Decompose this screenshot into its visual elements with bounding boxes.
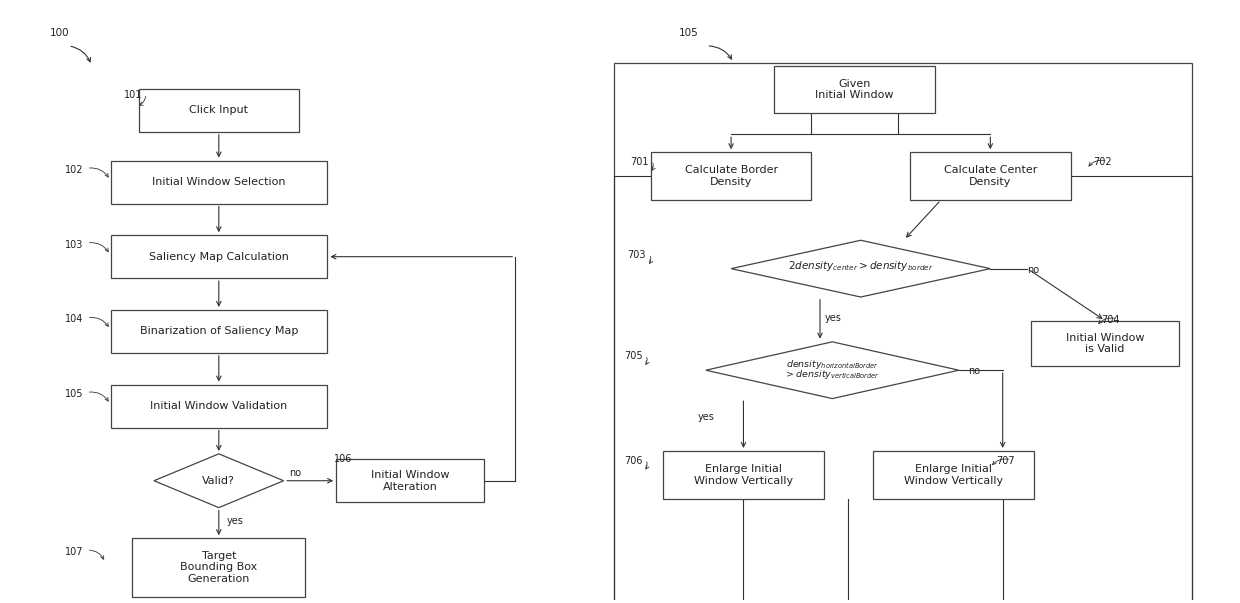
Text: Enlarge Initial
Window Vertically: Enlarge Initial Window Vertically <box>904 464 1003 485</box>
Text: Click Input: Click Input <box>190 106 248 115</box>
Text: yes: yes <box>825 312 842 323</box>
Text: 701: 701 <box>630 157 649 167</box>
FancyBboxPatch shape <box>110 235 327 278</box>
FancyBboxPatch shape <box>1032 321 1179 366</box>
FancyBboxPatch shape <box>110 385 327 428</box>
Text: Target
Bounding Box
Generation: Target Bounding Box Generation <box>180 551 258 584</box>
Polygon shape <box>706 342 959 399</box>
Text: Initial Window Validation: Initial Window Validation <box>150 401 288 411</box>
Polygon shape <box>154 454 284 508</box>
Text: Calculate Center
Density: Calculate Center Density <box>944 165 1037 187</box>
Text: $> density_{verticalBorder}$: $> density_{verticalBorder}$ <box>785 368 880 381</box>
Text: no: no <box>968 367 981 376</box>
Text: 106: 106 <box>334 453 352 464</box>
Text: 706: 706 <box>624 456 642 466</box>
Text: 107: 107 <box>64 547 83 557</box>
Text: 105: 105 <box>680 28 699 37</box>
Polygon shape <box>732 240 991 297</box>
FancyBboxPatch shape <box>110 310 327 353</box>
Text: 704: 704 <box>1101 315 1120 325</box>
Text: 105: 105 <box>64 389 83 399</box>
FancyBboxPatch shape <box>910 152 1070 200</box>
Text: 703: 703 <box>627 250 646 260</box>
FancyBboxPatch shape <box>133 538 305 596</box>
FancyBboxPatch shape <box>663 451 823 499</box>
Text: Calculate Border
Density: Calculate Border Density <box>684 165 777 187</box>
Text: Valid?: Valid? <box>202 476 236 486</box>
FancyBboxPatch shape <box>873 451 1033 499</box>
Text: $2density_{center} > density_{border}$: $2density_{center} > density_{border}$ <box>787 259 934 273</box>
Text: 100: 100 <box>50 28 69 37</box>
Text: Enlarge Initial
Window Vertically: Enlarge Initial Window Vertically <box>694 464 794 485</box>
Text: no: no <box>1028 265 1039 275</box>
FancyBboxPatch shape <box>139 89 299 132</box>
Text: Initial Window
is Valid: Initial Window is Valid <box>1066 332 1145 354</box>
Text: yes: yes <box>226 516 243 526</box>
Text: 101: 101 <box>124 90 143 100</box>
Text: 705: 705 <box>624 352 642 361</box>
Text: Given
Initial Window: Given Initial Window <box>815 78 894 100</box>
Text: 702: 702 <box>1092 157 1111 167</box>
FancyBboxPatch shape <box>110 160 327 204</box>
Text: $density_{horizontalBorder}$: $density_{horizontalBorder}$ <box>786 358 879 371</box>
Text: 104: 104 <box>64 314 83 324</box>
Text: 707: 707 <box>997 456 1016 466</box>
Text: 103: 103 <box>64 240 83 250</box>
Text: Saliency Map Calculation: Saliency Map Calculation <box>149 251 289 262</box>
Text: 102: 102 <box>64 165 83 175</box>
FancyBboxPatch shape <box>336 459 484 502</box>
Text: Initial Window
Alteration: Initial Window Alteration <box>371 470 449 491</box>
Text: no: no <box>289 468 301 478</box>
FancyBboxPatch shape <box>651 152 811 200</box>
Text: Binarization of Saliency Map: Binarization of Saliency Map <box>140 326 298 336</box>
Text: Initial Window Selection: Initial Window Selection <box>153 177 285 187</box>
FancyBboxPatch shape <box>774 66 935 113</box>
Text: yes: yes <box>698 412 714 421</box>
